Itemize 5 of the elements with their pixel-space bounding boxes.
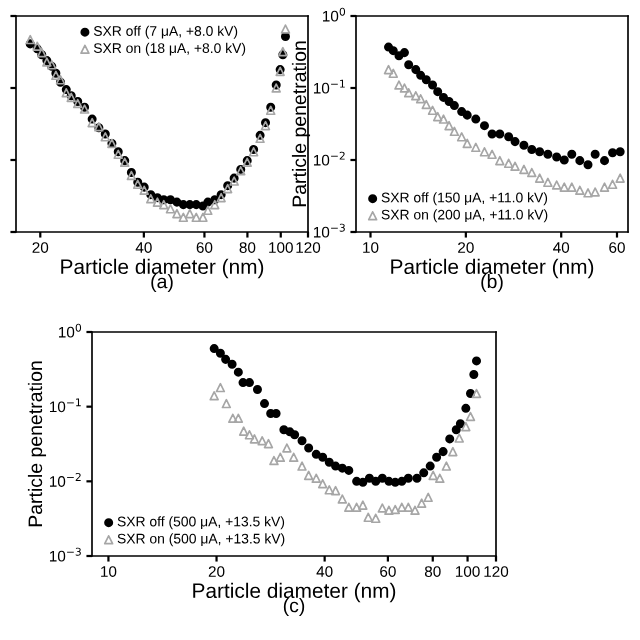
y-axis-title: Particle penetration (27, 361, 47, 527)
text: (c) (283, 598, 305, 617)
y-axis-title: Particle penetration (291, 41, 311, 207)
text: (b) (481, 274, 503, 293)
text: (a) (151, 274, 173, 293)
